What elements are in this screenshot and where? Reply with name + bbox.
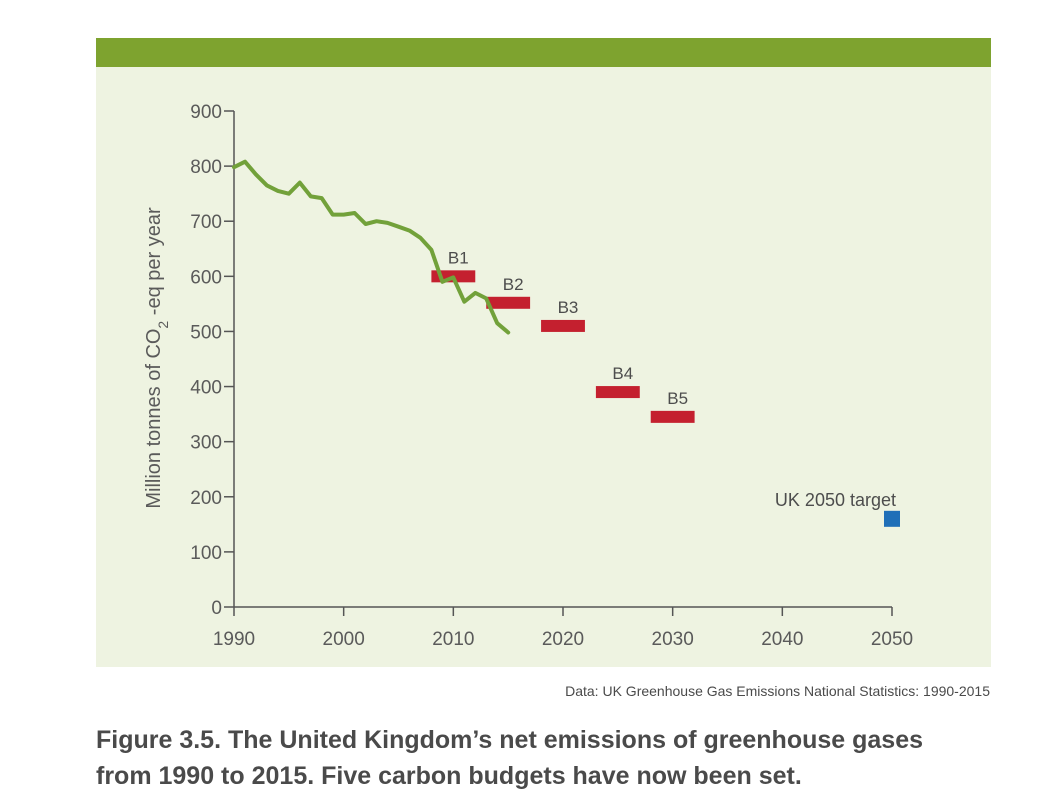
header-band xyxy=(96,38,991,67)
budget-label-b4: B4 xyxy=(612,364,633,383)
budget-bar-b5 xyxy=(650,410,695,423)
y-tick-label: 500 xyxy=(190,322,222,343)
x-tick-label: 2030 xyxy=(652,629,694,650)
y-tick-label: 800 xyxy=(190,157,222,178)
carbon-budgets: B1 B2 B3 B4 B5 xyxy=(431,248,695,423)
chart-panel xyxy=(96,67,991,667)
y-tick-label: 100 xyxy=(190,543,222,564)
x-tick-label: 1990 xyxy=(213,629,255,650)
x-axis-ticks: 1990 2000 2010 2020 2030 2040 2050 xyxy=(213,607,913,650)
budget-label-b3: B3 xyxy=(558,298,579,317)
y-tick-label: 600 xyxy=(190,267,222,288)
budget-bar-b4 xyxy=(595,386,640,399)
budget-bar-b2 xyxy=(486,296,531,309)
budget-label-b2: B2 xyxy=(503,275,524,294)
figure-caption: Figure 3.5. The United Kingdom’s net emi… xyxy=(96,722,1016,794)
y-tick-label: 300 xyxy=(190,433,222,454)
caption-line-1: Figure 3.5. The United Kingdom’s net emi… xyxy=(96,726,924,754)
target-marker xyxy=(884,510,900,527)
emissions-line xyxy=(232,159,511,335)
emissions-series xyxy=(232,159,511,335)
y-axis-title: Million tonnes of CO2 -eq per year xyxy=(143,207,171,509)
caption-line-2: from 1990 to 2015. Five carbon budgets h… xyxy=(96,762,802,790)
budget-label-b1: B1 xyxy=(448,248,469,267)
y-tick-label: 200 xyxy=(190,488,222,509)
y-tick-label: 900 xyxy=(190,102,222,123)
x-tick-label: 2010 xyxy=(432,629,474,650)
y-axis-ticks: 0 100 200 300 400 500 600 700 800 900 xyxy=(190,102,234,619)
x-tick-label: 2020 xyxy=(542,629,584,650)
budget-bar-b3 xyxy=(541,319,585,332)
x-tick-label: 2050 xyxy=(871,629,913,650)
data-source-note: Data: UK Greenhouse Gas Emissions Nation… xyxy=(565,683,990,699)
target-group: UK 2050 target xyxy=(775,490,900,527)
x-tick-label: 2040 xyxy=(761,629,803,650)
target-label: UK 2050 target xyxy=(775,490,896,510)
y-tick-label: 400 xyxy=(190,378,222,399)
budget-label-b5: B5 xyxy=(667,389,688,408)
y-tick-label: 700 xyxy=(190,212,222,233)
y-tick-label: 0 xyxy=(211,598,222,619)
x-tick-label: 2000 xyxy=(323,629,365,650)
axes xyxy=(233,111,892,608)
